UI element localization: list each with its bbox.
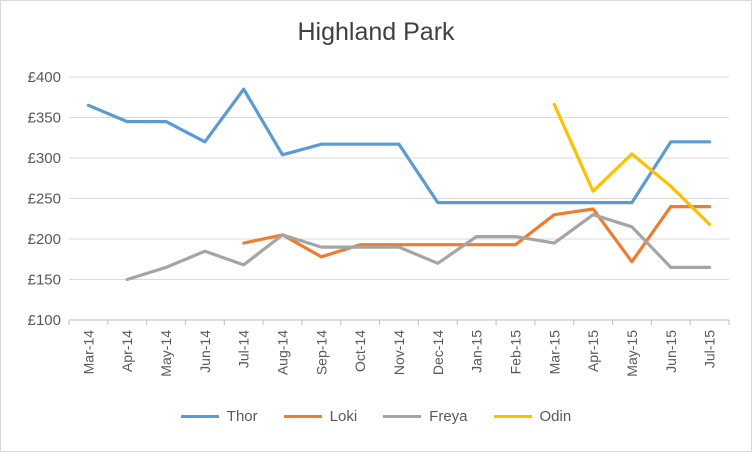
legend-swatch-freya — [383, 415, 422, 418]
x-tick-label: Jun-15 — [663, 330, 679, 373]
y-tick-label: £100 — [28, 312, 61, 329]
series-line-thor — [86, 87, 712, 205]
legend-label-odin: Odin — [539, 408, 572, 425]
x-tick-label: Apr-15 — [585, 330, 601, 372]
x-tick-label: Jul-15 — [702, 330, 718, 368]
x-tick-label: Aug-14 — [275, 330, 291, 375]
chart-legend: Thor Loki Freya Odin — [0, 408, 752, 425]
x-tick-label: Sep-14 — [313, 330, 329, 375]
legend-item-odin: Odin — [493, 408, 572, 425]
y-tick-label: £150 — [28, 272, 61, 289]
x-tick-label: Jun-14 — [197, 330, 213, 373]
x-tick-label: Nov-14 — [391, 330, 407, 375]
x-tick-label: Jul-14 — [236, 330, 252, 368]
series-line-loki — [242, 205, 712, 264]
series-line-odin — [552, 102, 712, 226]
x-tick-label: Oct-14 — [352, 330, 368, 372]
chart-title: Highland Park — [297, 18, 455, 46]
x-tick-label: May-14 — [158, 330, 174, 377]
legend-swatch-loki — [283, 415, 322, 418]
legend-label-freya: Freya — [429, 408, 468, 425]
x-tick-label: Apr-14 — [119, 330, 135, 372]
x-tick-label: Jan-15 — [469, 330, 485, 373]
x-tick-label: Mar-15 — [546, 330, 562, 375]
y-tick-label: £250 — [28, 191, 61, 208]
x-tick-label: Feb-15 — [507, 330, 523, 375]
legend-label-loki: Loki — [329, 408, 358, 425]
legend-swatch-thor — [180, 415, 219, 418]
x-tick-label: Dec-14 — [430, 330, 446, 375]
legend-swatch-odin — [493, 415, 532, 418]
y-tick-label: £350 — [28, 110, 61, 127]
x-tick-label: Mar-14 — [80, 330, 96, 375]
legend-item-thor: Thor — [180, 408, 258, 425]
legend-label-thor: Thor — [226, 408, 258, 425]
y-tick-label: £300 — [28, 150, 61, 167]
y-tick-label: £200 — [28, 231, 61, 248]
series-line-freya — [125, 213, 712, 282]
y-tick-label: £400 — [28, 69, 61, 86]
x-tick-label: May-15 — [624, 330, 640, 377]
legend-item-freya: Freya — [383, 408, 468, 425]
legend-item-loki: Loki — [283, 408, 358, 425]
